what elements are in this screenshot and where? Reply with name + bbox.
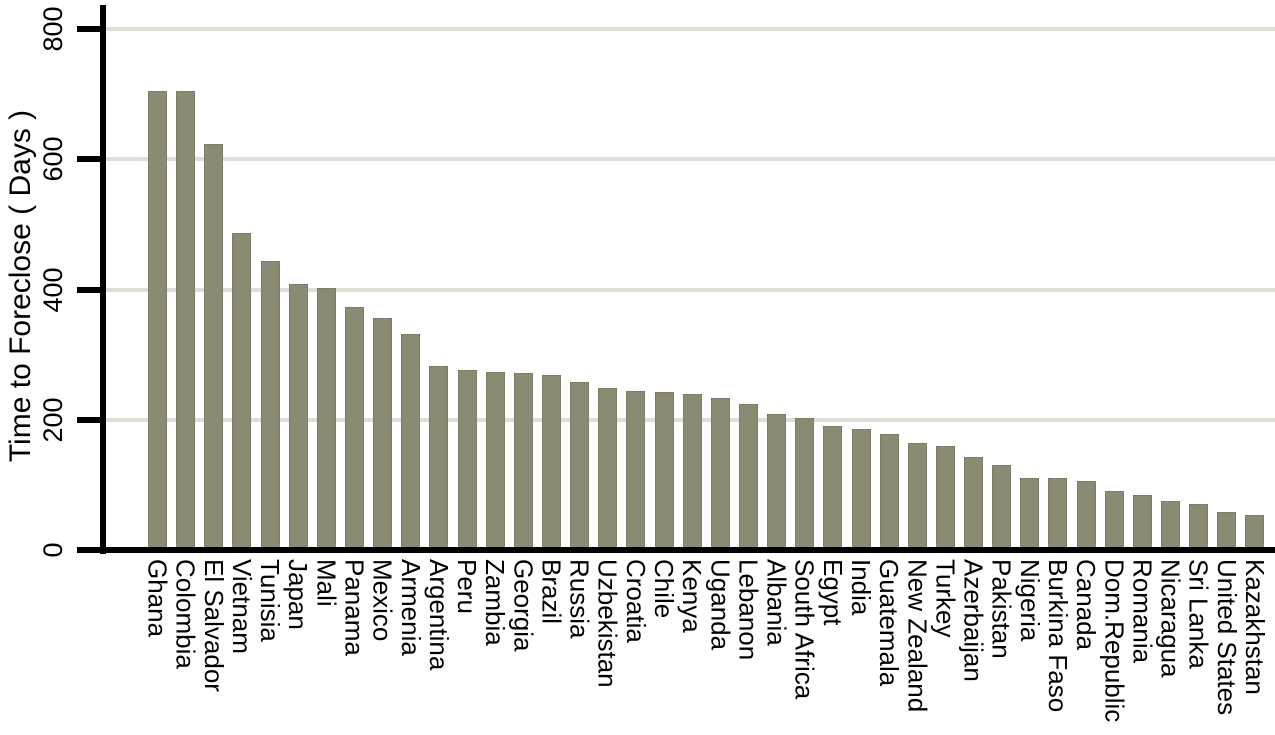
bar-pakistan — [992, 465, 1012, 550]
bar-turkey — [935, 445, 955, 550]
x-category-label-mali: Mali — [311, 559, 342, 607]
x-category-label-uzbekistan: Uzbekistan — [592, 559, 623, 688]
bar-nigeria — [1020, 477, 1040, 550]
bar-burkina-faso — [1048, 478, 1068, 550]
x-axis-line — [100, 547, 1275, 553]
bar-tunisia — [260, 260, 280, 550]
bar-canada — [1076, 480, 1096, 550]
bar-guatemala — [879, 434, 899, 550]
x-category-label-romania: Romania — [1127, 559, 1158, 664]
x-category-label-albania: Albania — [761, 559, 792, 646]
x-category-label-vietnam: Vietnam — [226, 559, 257, 654]
bar-ghana — [148, 91, 167, 550]
bar-colombia — [176, 91, 196, 550]
x-category-label-japan: Japan — [283, 559, 314, 630]
bar-mexico — [373, 318, 393, 550]
x-category-label-peru: Peru — [452, 559, 483, 614]
x-category-label-panama: Panama — [339, 559, 370, 656]
bar-kenya — [682, 393, 702, 550]
bar-mali — [316, 287, 336, 550]
bar-vietnam — [232, 232, 252, 550]
x-category-label-brazil: Brazil — [536, 559, 567, 625]
x-category-label-azerbaijan: Azerbaijan — [958, 559, 989, 682]
x-category-label-egypt: Egypt — [817, 559, 848, 626]
x-category-label-pakistan: Pakistan — [986, 559, 1017, 659]
x-category-label-guatemala: Guatemala — [874, 559, 905, 687]
x-category-label-ghana: Ghana — [142, 559, 173, 638]
x-category-label-colombia: Colombia — [170, 559, 201, 669]
x-category-label-uganda: Uganda — [705, 559, 736, 651]
bar-peru — [457, 369, 477, 550]
bar-japan — [288, 283, 308, 550]
bar-kazakhstan — [1245, 514, 1265, 550]
bar-azerbaijan — [964, 456, 984, 550]
bar-brazil — [541, 374, 561, 550]
x-category-label-el-salvador: El Salvador — [198, 559, 229, 692]
x-category-label-zambia: Zambia — [480, 559, 511, 646]
x-category-label-nicaragua: Nicaragua — [1155, 559, 1186, 678]
x-category-label-canada: Canada — [1071, 559, 1102, 651]
bar-chile — [654, 392, 674, 550]
bar-uganda — [710, 397, 730, 550]
x-category-label-dom-republic: Dom.Republic — [1099, 559, 1130, 723]
bar-dom-republic — [1104, 491, 1124, 550]
x-category-label-georgia: Georgia — [508, 559, 539, 652]
y-tick-800 — [77, 26, 101, 33]
bar-panama — [344, 307, 364, 550]
bar-sri-lanka — [1189, 504, 1209, 550]
bar-argentina — [429, 365, 449, 550]
x-category-label-lebanon: Lebanon — [733, 559, 764, 661]
y-axis-title: Time to Foreclose ( Days ) — [4, 109, 37, 463]
x-category-label-sri-lanka: Sri Lanka — [1183, 559, 1214, 669]
bar-united-states — [1217, 511, 1237, 550]
x-category-label-india: India — [846, 559, 876, 616]
bar-georgia — [513, 372, 533, 550]
x-category-label-croatia: Croatia — [620, 559, 651, 643]
y-tick-400 — [77, 286, 101, 293]
y-tick-label-0: 0 — [37, 542, 68, 558]
bar-nicaragua — [1161, 500, 1181, 550]
x-category-label-united-states: United States — [1211, 559, 1242, 716]
x-category-label-chile: Chile — [649, 559, 680, 619]
x-category-label-south-africa: South Africa — [789, 559, 820, 700]
gridline-400 — [106, 287, 1275, 292]
bar-egypt — [823, 426, 843, 550]
y-axis-line — [100, 5, 106, 554]
y-tick-label-200: 200 — [37, 397, 68, 443]
bar-india — [851, 428, 871, 550]
bar-zambia — [485, 372, 505, 550]
bar-uzbekistan — [598, 387, 618, 550]
x-category-label-turkey: Turkey — [930, 559, 961, 638]
x-category-label-russia: Russia — [564, 559, 595, 639]
x-category-label-mexico: Mexico — [367, 559, 398, 642]
bar-armenia — [401, 333, 421, 550]
gridline-600 — [106, 157, 1275, 162]
x-category-label-kenya: Kenya — [677, 559, 708, 633]
y-tick-label-800: 800 — [37, 6, 68, 52]
y-tick-label-600: 600 — [37, 136, 68, 182]
bar-albania — [767, 413, 787, 550]
x-category-label-argentina: Argentina — [423, 559, 454, 671]
x-category-label-kazakhstan: Kazakhstan — [1239, 559, 1270, 695]
x-category-label-nigeria: Nigeria — [1014, 559, 1045, 642]
y-tick-200 — [77, 416, 101, 423]
bar-new-zealand — [907, 442, 927, 550]
x-category-label-tunisia: Tunisia — [255, 559, 286, 642]
y-tick-label-400: 400 — [37, 267, 68, 313]
y-tick-600 — [77, 156, 101, 163]
x-category-label-burkina-faso: Burkina Faso — [1042, 559, 1073, 713]
x-category-label-armenia: Armenia — [395, 559, 426, 656]
bar-lebanon — [738, 404, 758, 550]
bar-south-africa — [795, 417, 815, 550]
x-category-label-new-zealand: New Zealand — [902, 559, 933, 713]
bar-croatia — [626, 391, 646, 550]
gridline-800 — [106, 27, 1275, 32]
bar-el-salvador — [204, 143, 224, 550]
y-tick-0 — [77, 547, 101, 553]
bar-russia — [570, 382, 590, 550]
bar-romania — [1132, 494, 1152, 550]
